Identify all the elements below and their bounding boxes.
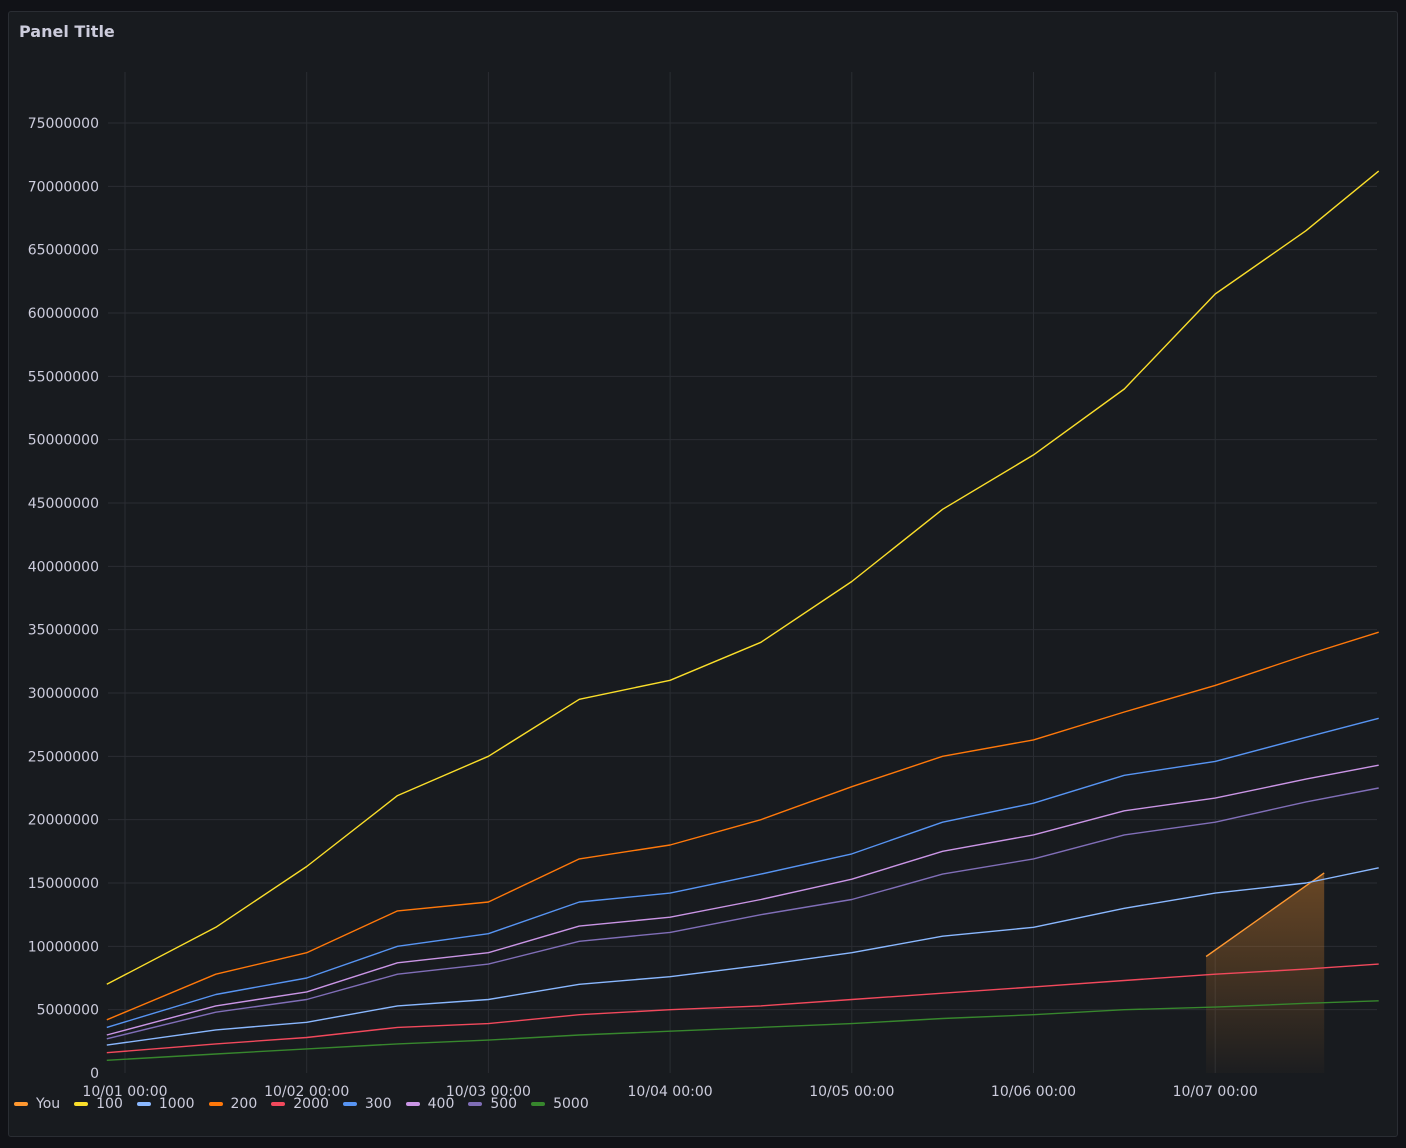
legend-label: 5000 <box>553 1096 589 1112</box>
y-tick-label: 75000000 <box>28 116 99 132</box>
legend-swatch <box>136 1102 151 1106</box>
legend-item-200[interactable]: 200 <box>208 1096 258 1112</box>
series-line-400 <box>106 764 1379 1036</box>
series-line-200 <box>106 631 1379 1021</box>
y-tick-label: 20000000 <box>28 813 99 829</box>
x-tick-label: 10/01 00:00 <box>82 1084 167 1100</box>
legend-swatch <box>342 1102 357 1106</box>
x-tick-label: 10/07 00:00 <box>1173 1084 1258 1100</box>
series-line-1000 <box>106 867 1379 1046</box>
series-line-100 <box>106 170 1380 985</box>
y-tick-label: 10000000 <box>28 939 99 955</box>
y-tick-label: 5000000 <box>37 1003 99 1019</box>
legend-swatch <box>74 1102 89 1106</box>
y-tick-label: 0 <box>90 1066 99 1082</box>
legend-swatch <box>14 1102 28 1106</box>
legend-swatch <box>208 1102 223 1106</box>
y-tick-label: 15000000 <box>28 876 99 892</box>
x-tick-label: 10/03 00:00 <box>446 1084 531 1100</box>
legend-item-100[interactable]: 100 <box>74 1096 123 1112</box>
x-tick-label: 10/02 00:00 <box>264 1084 349 1100</box>
legend-item-400[interactable]: 400 <box>405 1096 455 1112</box>
legend-swatch <box>405 1102 420 1106</box>
y-tick-label: 50000000 <box>28 433 99 449</box>
x-tick-label: 10/04 00:00 <box>628 1084 713 1100</box>
legend-item-300[interactable]: 300 <box>342 1096 392 1112</box>
chart-legend: You 100 1000 200 2000 300 400 500 5000 <box>14 1096 603 1112</box>
legend-item-500[interactable]: 500 <box>468 1096 517 1112</box>
legend-label: 300 <box>364 1096 392 1112</box>
y-tick-label: 45000000 <box>28 496 99 512</box>
series-line-500 <box>106 787 1379 1040</box>
legend-swatch <box>271 1102 286 1106</box>
chart-panel: Panel Title <box>8 11 1398 1137</box>
legend-label: You <box>36 1096 61 1112</box>
legend-label: 500 <box>490 1096 518 1112</box>
legend-label: 400 <box>427 1096 455 1112</box>
legend-label: 1000 <box>158 1096 195 1112</box>
series-line-2000 <box>106 963 1379 1054</box>
legend-label: 200 <box>230 1096 258 1112</box>
x-tick-label: 10/05 00:00 <box>809 1084 894 1100</box>
y-tick-label: 60000000 <box>28 306 99 322</box>
series-line-300 <box>106 717 1379 1029</box>
y-tick-label: 55000000 <box>28 369 99 385</box>
y-tick-label: 40000000 <box>28 559 99 575</box>
legend-item-2000[interactable]: 2000 <box>271 1096 329 1112</box>
series-line-you <box>1205 872 1325 958</box>
series-line-5000 <box>106 1000 1379 1061</box>
panel-title: Panel Title <box>19 22 115 41</box>
y-tick-label: 30000000 <box>28 686 99 702</box>
legend-swatch <box>531 1102 546 1106</box>
y-tick-label: 65000000 <box>28 243 99 259</box>
legend-label: 100 <box>96 1096 123 1112</box>
legend-item-1000[interactable]: 1000 <box>136 1096 195 1112</box>
x-tick-label: 10/06 00:00 <box>991 1084 1076 1100</box>
legend-label: 2000 <box>293 1096 329 1112</box>
y-tick-label: 35000000 <box>28 623 99 639</box>
legend-item-you[interactable]: You <box>14 1096 60 1112</box>
y-tick-label: 25000000 <box>28 749 99 765</box>
legend-swatch <box>468 1102 483 1106</box>
series-area-you <box>1206 872 1325 1073</box>
y-tick-label: 70000000 <box>28 179 99 195</box>
legend-item-5000[interactable]: 5000 <box>531 1096 589 1112</box>
